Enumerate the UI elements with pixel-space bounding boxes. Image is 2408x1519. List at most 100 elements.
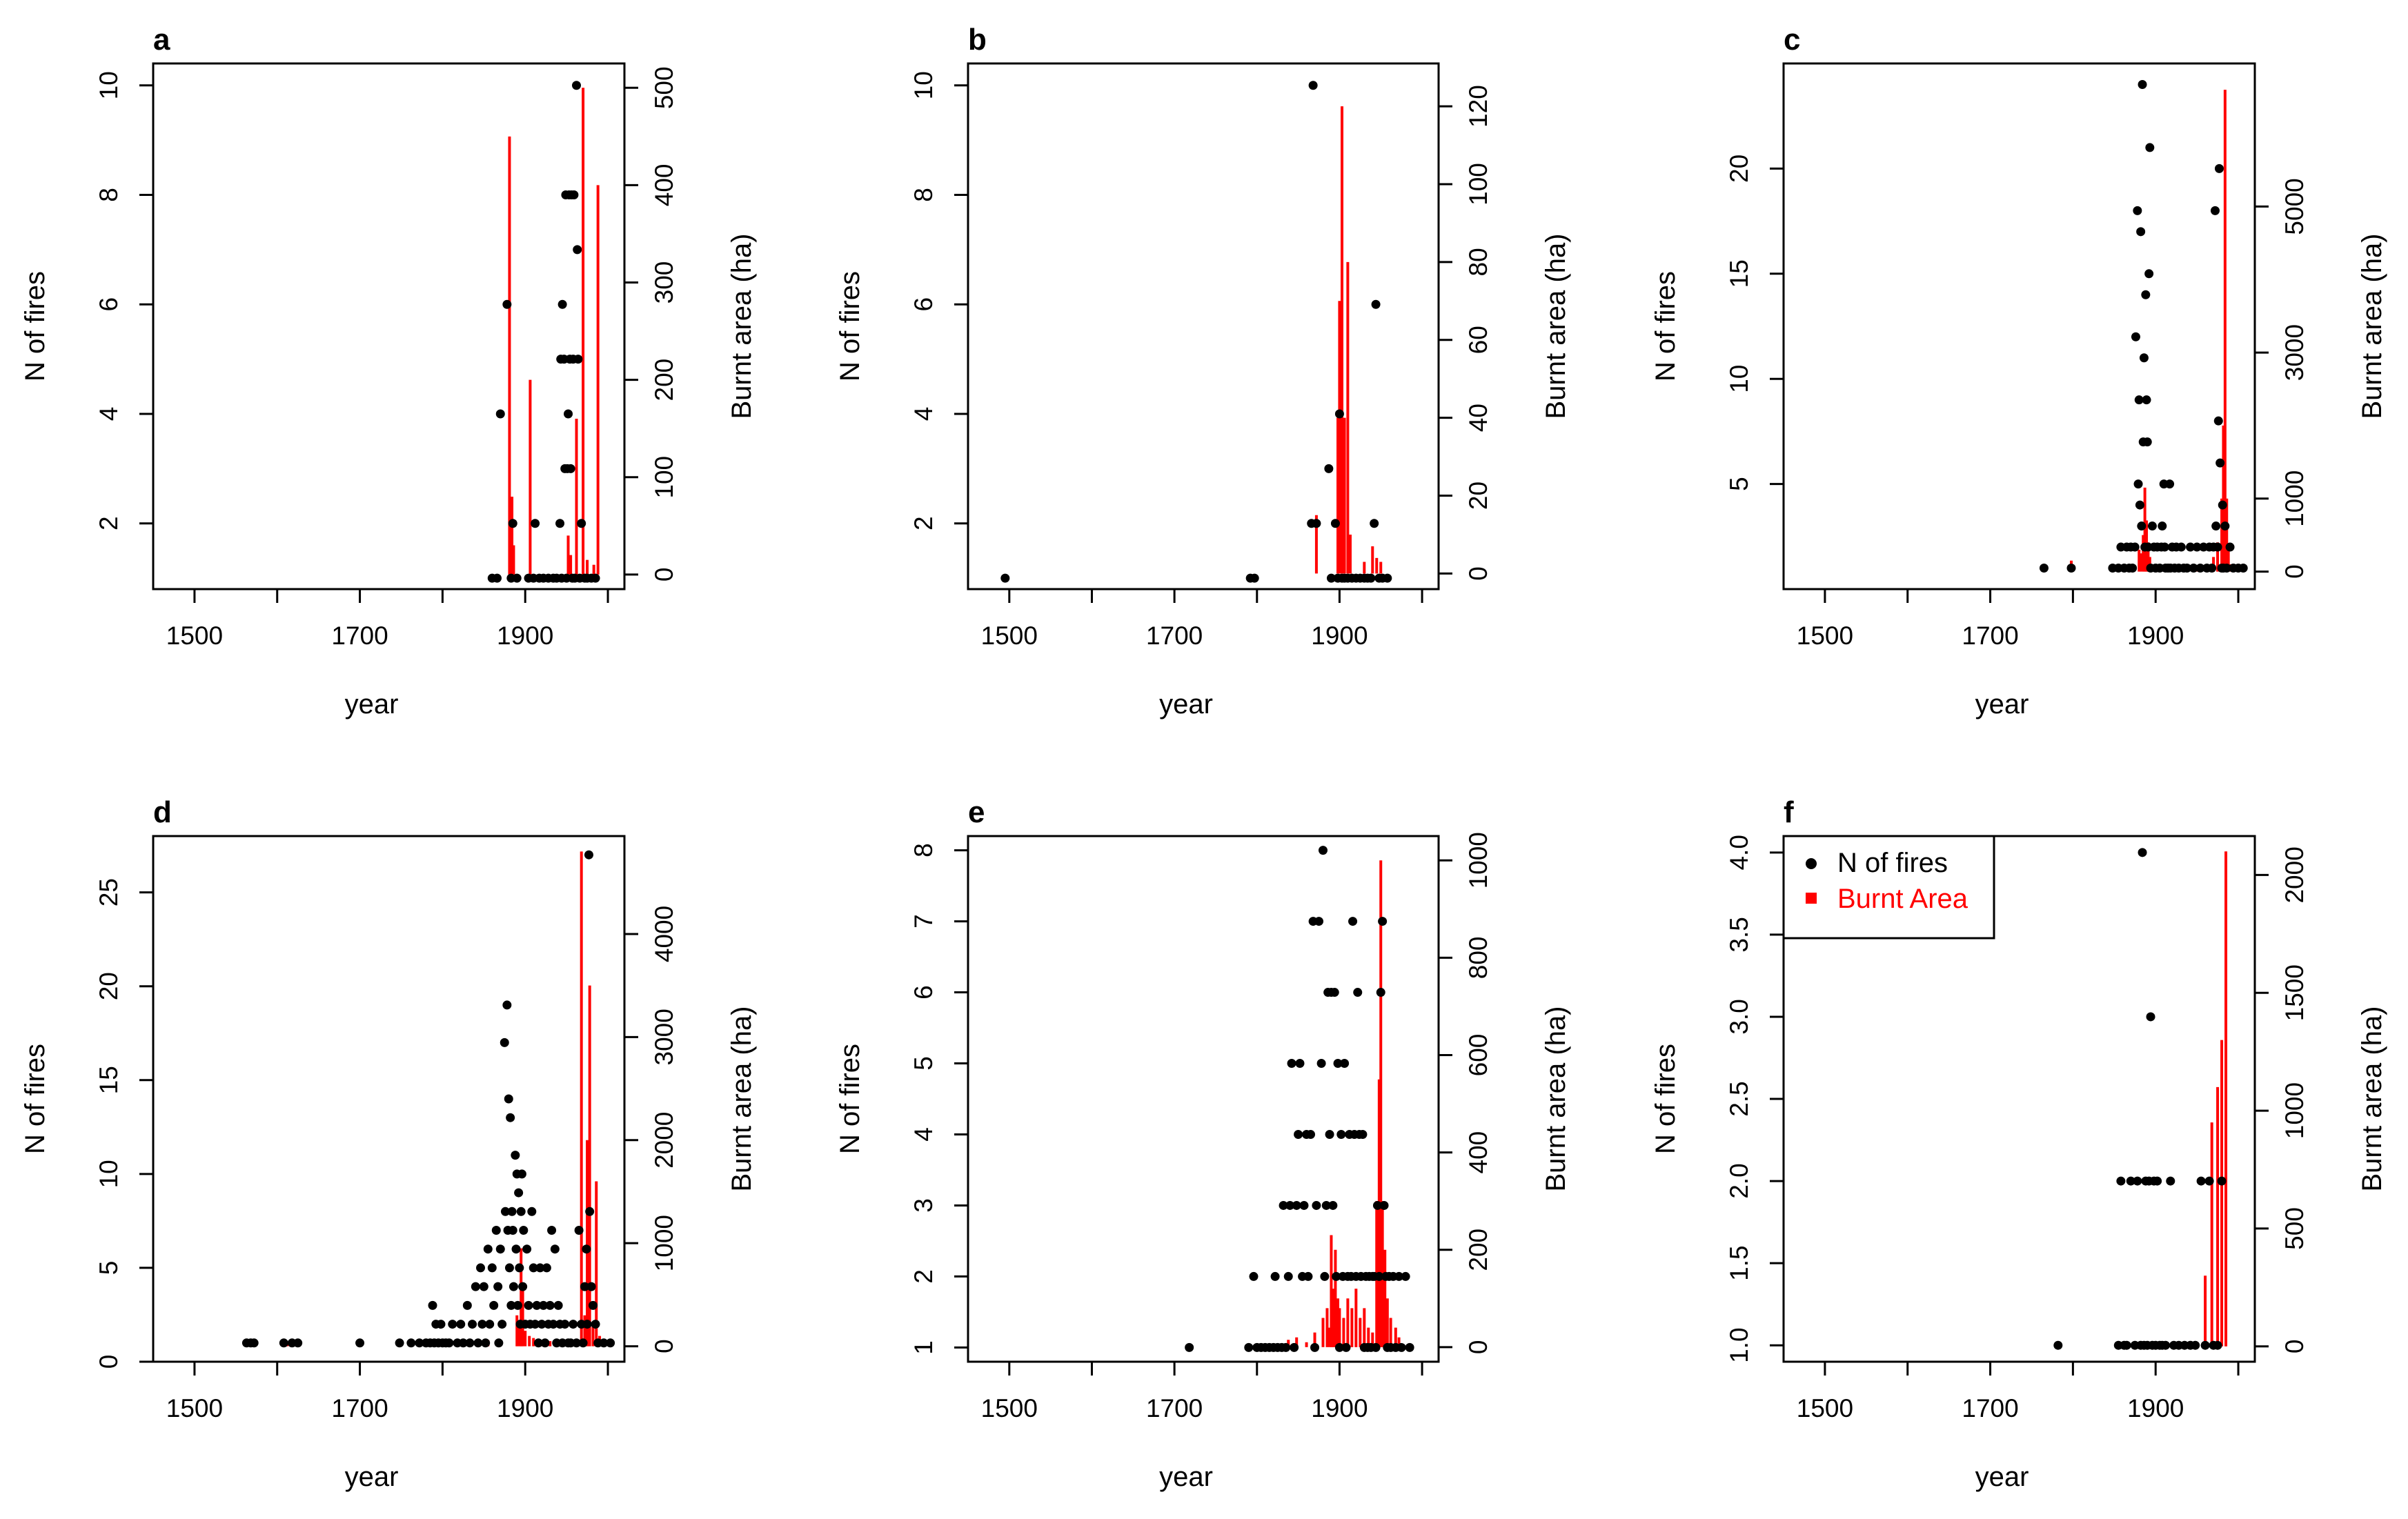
n-fires-point — [549, 1320, 558, 1329]
panel-label: a — [153, 23, 170, 57]
n-fires-point — [582, 1320, 592, 1329]
x-tick-label: 1700 — [331, 1394, 388, 1422]
y-tick-label: 15 — [95, 1066, 123, 1094]
n-fires-point — [500, 1038, 509, 1047]
y2-tick-label: 1500 — [2280, 964, 2309, 1021]
y2-tick-label: 1000 — [2280, 470, 2309, 527]
n-fires-point — [1279, 1200, 1288, 1210]
n-fires-point — [2182, 564, 2192, 573]
n-fires-point — [2130, 542, 2140, 552]
n-fires-point — [573, 245, 582, 255]
n-fires-point — [2204, 1176, 2214, 1186]
x-tick-label: 1900 — [2127, 622, 2184, 650]
y2-tick-label: 200 — [650, 359, 678, 401]
n-fires-point — [1314, 917, 1324, 926]
n-fires-point — [2137, 522, 2147, 531]
n-fires-point — [527, 1207, 537, 1216]
n-fires-point — [507, 1207, 517, 1216]
y-tick-label: 5 — [1725, 477, 1753, 491]
plot-frame — [967, 62, 1440, 590]
y-tick-label: 10 — [1725, 365, 1753, 393]
x-tick-label: 1900 — [1311, 1394, 1368, 1422]
y2-tick-label: 800 — [1464, 937, 1492, 980]
y-tick-label: 3.5 — [1725, 917, 1753, 952]
n-fires-point — [477, 1320, 487, 1329]
n-fires-point — [465, 1338, 475, 1348]
n-fires-point — [2145, 143, 2155, 152]
n-fires-point — [2136, 227, 2146, 237]
x-tick-label: 1500 — [981, 622, 1038, 650]
n-fires-point — [2176, 542, 2186, 552]
y2-axis-label: Burnt area (ha) — [727, 1006, 757, 1191]
n-fires-point — [2186, 542, 2195, 552]
y-tick-label: 6 — [909, 985, 938, 1000]
n-fires-point — [1310, 1342, 1320, 1352]
n-fires-point — [2211, 522, 2221, 531]
n-fires-point — [1371, 1342, 1381, 1352]
n-fires-point — [492, 573, 502, 583]
y-tick-label: 6 — [909, 297, 938, 312]
n-fires-point — [539, 1300, 549, 1310]
n-fires-point — [1320, 1271, 1330, 1281]
n-fires-point — [606, 1338, 615, 1348]
n-fires-point — [1285, 1200, 1295, 1210]
y-tick-label: 0 — [95, 1355, 123, 1369]
y2-tick-label: 0 — [1464, 566, 1492, 581]
n-fires-point — [2135, 500, 2144, 510]
y2-axis-label: Burnt area (ha) — [1541, 1006, 1571, 1191]
y-tick-label: 2.0 — [1725, 1163, 1753, 1198]
panel-b: 1500 1700 1900 year 2 4 6 8 10 N of fires 0 20 40 60 8… — [835, 23, 1571, 719]
y-tick-label: 6 — [95, 297, 123, 312]
n-fires-point — [1312, 1200, 1321, 1210]
y2-tick-label: 0 — [650, 568, 678, 582]
n-fires-point — [395, 1338, 404, 1348]
n-fires-point — [2166, 1176, 2175, 1186]
legend-label: N of fires — [1837, 848, 1948, 878]
n-fires-point — [1372, 1200, 1382, 1210]
n-fires-point — [512, 573, 522, 583]
n-fires-point — [1336, 1129, 1346, 1139]
n-fires-point — [2144, 269, 2154, 279]
y2-tick-label: 0 — [2280, 564, 2309, 579]
n-fires-point — [584, 850, 593, 860]
n-fires-point — [553, 1300, 563, 1310]
n-fires-point — [577, 519, 586, 528]
n-fires-point — [1371, 299, 1381, 309]
plot-frame — [152, 62, 626, 590]
n-fires-point — [1321, 1200, 1331, 1210]
n-fires-point — [2138, 848, 2147, 857]
n-fires-point — [471, 1282, 480, 1291]
n-fires-point — [406, 1338, 416, 1348]
y2-tick-label: 2000 — [2280, 846, 2309, 903]
n-fires-point — [550, 1244, 560, 1254]
n-fires-point — [1353, 988, 1363, 997]
y-tick-label: 20 — [95, 972, 123, 1000]
n-fires-point — [1325, 1129, 1334, 1139]
n-fires-point — [479, 1282, 488, 1291]
n-fires-point — [1405, 1342, 1414, 1352]
n-fires-point — [545, 1300, 555, 1310]
n-fires-point — [428, 1300, 437, 1310]
legend: N of fires Burnt Area — [1782, 835, 1995, 940]
n-fires-point — [508, 1226, 517, 1235]
n-fires-point — [502, 299, 512, 309]
n-fires-point — [468, 1320, 477, 1329]
n-fires-point — [585, 1207, 595, 1216]
n-fires-point — [2215, 458, 2225, 468]
n-fires-point — [518, 1282, 528, 1291]
n-fires-point — [495, 1244, 505, 1254]
x-axis-label: year — [1975, 689, 2029, 719]
n-fires-point — [448, 1320, 457, 1329]
n-fires-point — [529, 1263, 538, 1273]
n-fires-point — [1374, 1271, 1384, 1281]
n-fires-point — [2066, 564, 2076, 573]
n-fires-point — [1379, 1200, 1389, 1210]
y-tick-label: 8 — [909, 188, 938, 202]
y2-tick-label: 0 — [650, 1339, 678, 1353]
n-fires-point — [2128, 564, 2138, 573]
x-tick-label: 1500 — [166, 622, 223, 650]
n-fires-point — [1308, 81, 1318, 90]
y-tick-label: 2 — [909, 516, 938, 530]
x-tick-label: 1900 — [2127, 1394, 2184, 1422]
x-tick-label: 1500 — [1797, 622, 1853, 650]
